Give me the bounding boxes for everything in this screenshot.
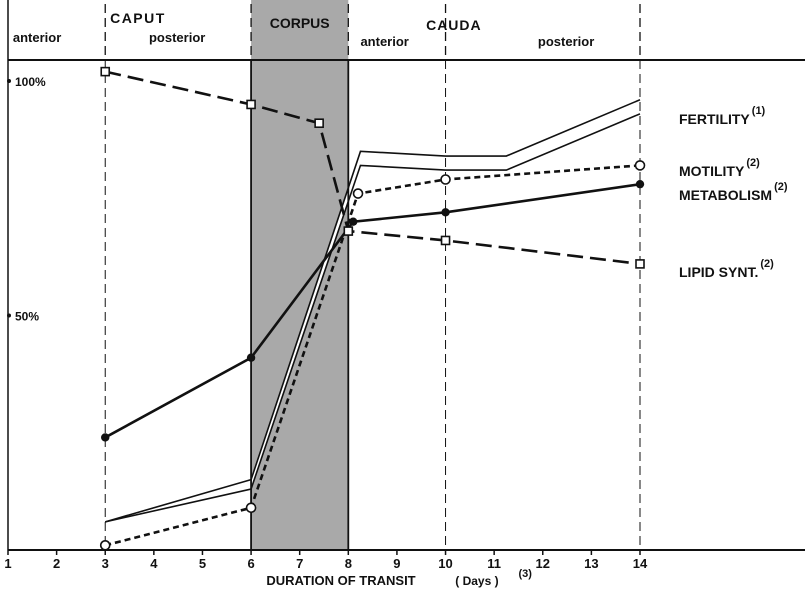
fertility-band-fill bbox=[105, 99, 640, 522]
lipid-synt-point bbox=[635, 259, 645, 269]
subregion-label-caput-posterior: posterior bbox=[149, 30, 205, 45]
metabolism-point bbox=[348, 217, 358, 226]
series-reference-motility: (2) bbox=[746, 157, 760, 169]
metabolism-point bbox=[635, 179, 645, 189]
series-label-motility: MOTILITY bbox=[679, 163, 745, 179]
series-label-fertility: FERTILITY bbox=[679, 111, 750, 127]
region-label-caput: CAPUT bbox=[110, 10, 166, 26]
x-tick-label: 6 bbox=[247, 556, 254, 571]
subregion-label-cauda-posterior: posterior bbox=[538, 34, 594, 49]
x-tick-label: 10 bbox=[438, 556, 452, 571]
region-label-cauda: CAUDA bbox=[426, 17, 482, 33]
lipid-synt-point bbox=[343, 226, 354, 236]
lipid-synt-line bbox=[104, 70, 641, 266]
x-axis-unit: ( Days ) bbox=[455, 574, 498, 588]
series-label-lipid-synt: LIPID SYNT. bbox=[679, 264, 758, 280]
x-tick-label: 2 bbox=[53, 556, 60, 571]
x-tick-label: 13 bbox=[584, 556, 598, 571]
motility-point bbox=[352, 188, 364, 199]
y-tick-mark bbox=[7, 313, 11, 318]
x-tick-label: 1 bbox=[4, 556, 11, 571]
motility-point bbox=[99, 540, 111, 551]
subregion-label-cauda-anterior: anterior bbox=[360, 34, 408, 49]
y-tick-mark bbox=[7, 79, 11, 83]
series-reference-lipid-synt: (2) bbox=[760, 258, 774, 270]
x-tick-label: 3 bbox=[102, 556, 109, 571]
metabolism-point bbox=[101, 433, 110, 442]
lipid-synt-point bbox=[100, 66, 111, 77]
x-tick-label: 5 bbox=[199, 556, 206, 571]
series-label-metabolism: METABOLISM bbox=[679, 187, 772, 203]
y-tick-label: 50% bbox=[15, 310, 39, 324]
x-axis-reference: (3) bbox=[518, 568, 532, 580]
subregion-label-caput-anterior: anterior bbox=[13, 30, 61, 45]
x-tick-label: 9 bbox=[393, 556, 400, 571]
x-tick-label: 7 bbox=[296, 556, 303, 571]
x-tick-label: 8 bbox=[345, 556, 352, 571]
motility-point bbox=[634, 160, 646, 171]
metabolism-point bbox=[246, 353, 256, 362]
lipid-synt-point bbox=[440, 235, 451, 246]
series-reference-fertility: (1) bbox=[752, 105, 766, 117]
y-tick-label: 100% bbox=[15, 75, 46, 89]
metabolism-point bbox=[441, 208, 450, 217]
x-tick-label: 12 bbox=[536, 556, 550, 571]
region-label-corpus: CORPUS bbox=[270, 15, 330, 31]
lipid-synt-point bbox=[314, 118, 324, 129]
fertility-line-lower bbox=[105, 113, 641, 523]
lipid-synt-point bbox=[246, 99, 256, 110]
x-axis-label: DURATION OF TRANSIT bbox=[266, 573, 415, 588]
x-tick-label: 11 bbox=[487, 556, 501, 571]
x-tick-label: 4 bbox=[150, 556, 158, 571]
series-reference-metabolism: (2) bbox=[774, 181, 788, 193]
metabolism-line bbox=[104, 182, 641, 439]
motility-line bbox=[104, 164, 641, 547]
x-tick-label: 14 bbox=[633, 556, 648, 571]
motility-point bbox=[440, 174, 451, 185]
fertility-line-upper bbox=[105, 99, 641, 523]
motility-point bbox=[245, 502, 257, 514]
